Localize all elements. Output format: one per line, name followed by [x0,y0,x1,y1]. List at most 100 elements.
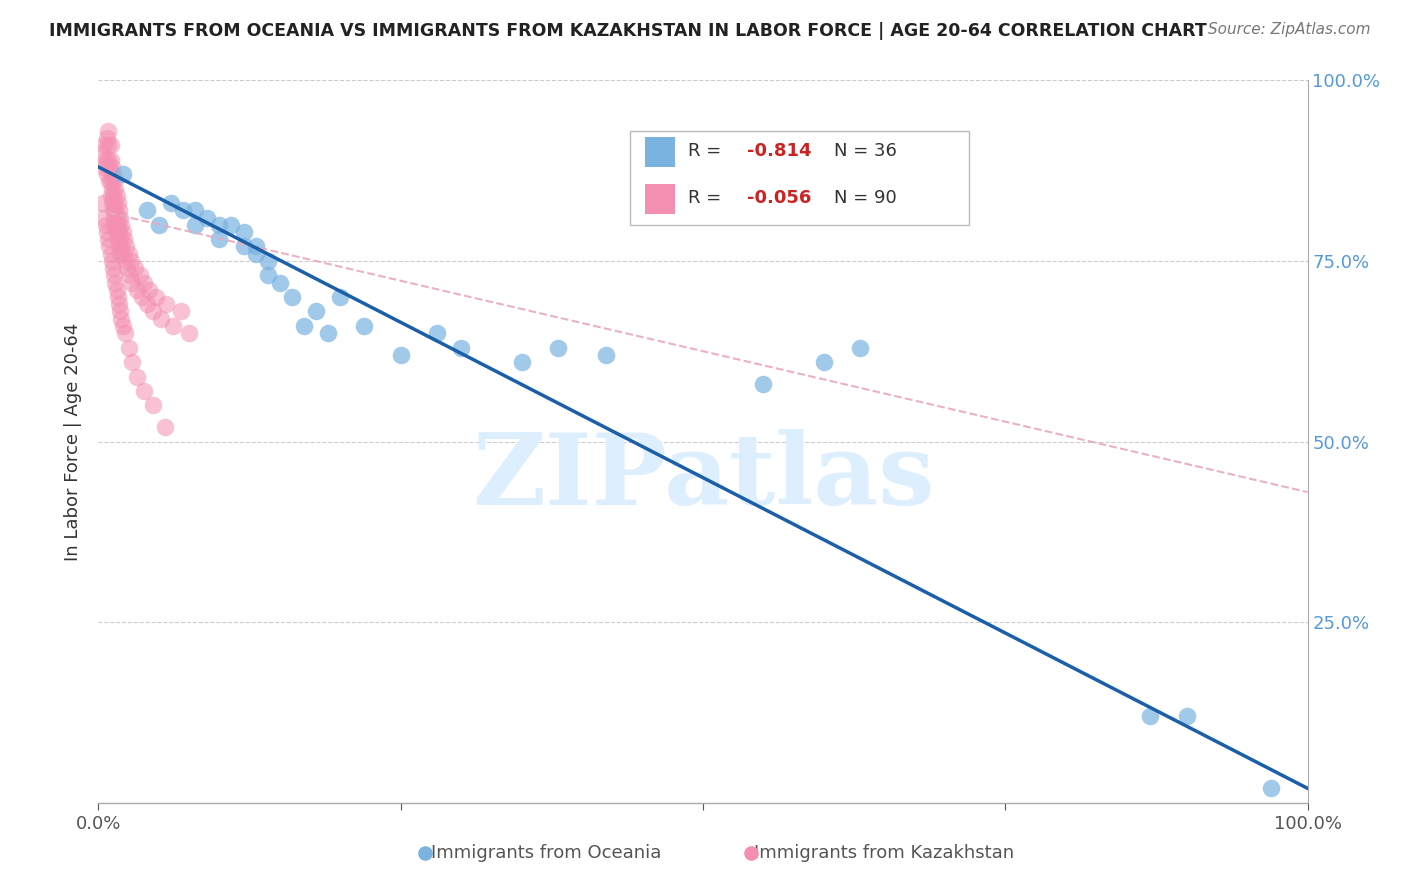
Point [94,218,117,232]
Point [91,160,114,174]
Point [118,268,141,283]
Text: Immigrants from Oceania: Immigrants from Oceania [430,845,661,863]
Y-axis label: In Labor Force | Age 20-64: In Labor Force | Age 20-64 [65,322,83,561]
Point [292,318,315,333]
Point [100,174,122,188]
Point [101,218,124,232]
Point [150,311,173,326]
Point [96,225,118,239]
Point [426,326,449,340]
Point [117,261,139,276]
Point [124,261,146,276]
Point [329,290,352,304]
Text: Source: ZipAtlas.com: Source: ZipAtlas.com [1208,22,1371,37]
Point [127,369,149,384]
Point [96,167,118,181]
Point [1139,709,1161,723]
Point [208,218,231,232]
Point [135,203,157,218]
Point [121,355,143,369]
Point [93,211,115,225]
Point [256,253,278,268]
Point [121,276,143,290]
Point [595,348,617,362]
Point [134,276,156,290]
Point [108,304,131,318]
Point [114,253,136,268]
Point [100,182,122,196]
Point [97,124,120,138]
Point [100,253,122,268]
Point [221,218,243,232]
Point [103,211,125,225]
Text: N = 36: N = 36 [834,142,897,160]
Point [353,318,375,333]
Point [103,268,125,283]
Point [107,290,129,304]
Point [245,239,267,253]
Point [740,847,762,861]
Point [148,218,170,232]
FancyBboxPatch shape [645,184,675,214]
Point [547,341,569,355]
Point [108,239,131,253]
Point [100,160,122,174]
Point [245,246,267,260]
Point [128,268,150,283]
Point [108,232,131,246]
Text: R =: R = [689,142,727,160]
Point [208,232,231,246]
Point [169,304,191,318]
Text: ZIPatlas: ZIPatlas [472,429,934,526]
FancyBboxPatch shape [645,136,675,167]
Text: IMMIGRANTS FROM OCEANIA VS IMMIGRANTS FROM KAZAKHSTAN IN LABOR FORCE | AGE 20-64: IMMIGRANTS FROM OCEANIA VS IMMIGRANTS FR… [49,22,1206,40]
Point [510,355,533,369]
Point [111,246,134,260]
Point [100,138,122,153]
Point [142,398,165,412]
Point [104,276,127,290]
Point [98,174,121,188]
Point [162,318,184,333]
Point [97,138,120,153]
Point [813,355,835,369]
Point [98,160,121,174]
Point [155,297,177,311]
Point [184,203,207,218]
Point [93,138,115,153]
Point [108,297,131,311]
Point [111,318,134,333]
Point [110,311,132,326]
Point [135,297,157,311]
Point [131,290,153,304]
Point [105,225,128,239]
Point [115,239,138,253]
Point [105,283,128,297]
Point [103,174,125,188]
Text: N = 90: N = 90 [834,189,897,207]
Point [114,326,136,340]
Point [413,847,436,861]
Point [94,153,117,167]
Point [91,196,114,211]
Point [153,420,176,434]
Point [184,218,207,232]
Point [138,283,160,297]
Point [127,283,149,297]
Point [110,239,132,253]
Point [172,203,194,218]
Point [160,196,183,211]
Point [100,196,122,211]
Point [97,232,120,246]
Point [118,341,141,355]
Point [232,225,254,239]
Point [104,203,127,218]
Point [104,182,127,196]
Point [1260,781,1282,796]
Point [134,384,156,398]
Point [105,189,128,203]
Point [101,167,124,181]
Point [105,211,128,225]
Point [316,326,339,340]
Text: -0.056: -0.056 [747,189,811,207]
